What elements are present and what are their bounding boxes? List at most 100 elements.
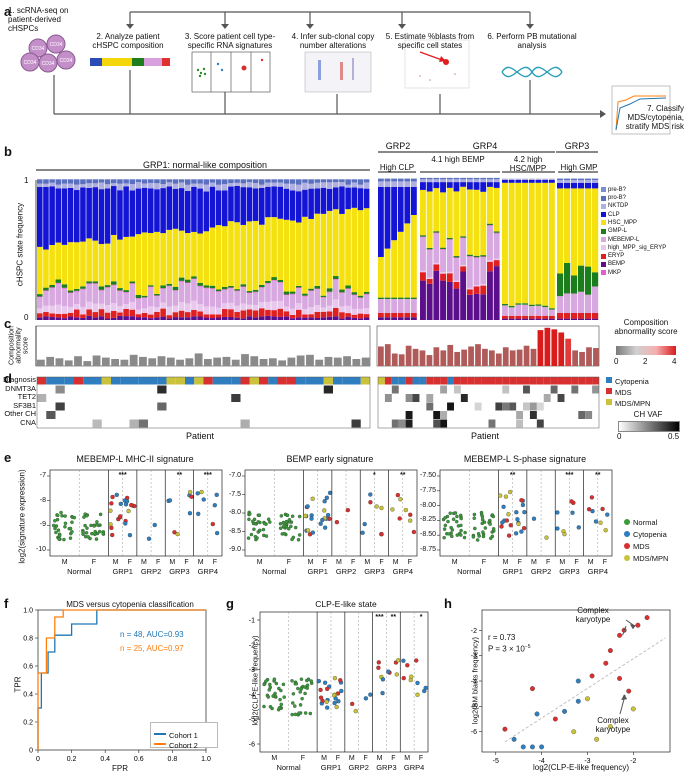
composition-segment	[203, 231, 210, 286]
composition-segment	[548, 308, 555, 310]
diagnosis-cell	[426, 377, 434, 385]
data-point	[443, 515, 447, 520]
data-point	[298, 690, 302, 694]
diagnosis-cell	[166, 377, 176, 385]
legend-line	[154, 732, 166, 735]
data-point	[332, 675, 338, 681]
composition-segment	[502, 315, 508, 319]
composition-segment	[67, 316, 74, 320]
vaf-cell	[405, 419, 413, 428]
composition-segment	[277, 218, 284, 280]
data-point	[195, 491, 200, 496]
significance-stars: **	[595, 472, 601, 479]
panel-f-xlabel: FPR	[112, 764, 128, 773]
workflow-step-4: 4. Infer sub-clonal copy number alterati…	[291, 32, 375, 50]
diagnosis-cell	[557, 377, 565, 385]
composition-segment	[74, 291, 80, 305]
composition-segment	[460, 237, 467, 239]
composition-segment	[129, 281, 136, 284]
composition-segment	[67, 293, 74, 307]
data-point	[279, 514, 284, 518]
data-point	[480, 514, 485, 519]
y-tick: -4	[471, 679, 477, 686]
composition-segment	[98, 309, 105, 317]
composition-segment	[129, 301, 136, 310]
composition-segment	[55, 282, 62, 284]
composition-segment	[433, 233, 440, 263]
composition-segment	[333, 299, 339, 308]
data-point	[589, 495, 595, 500]
composition-segment	[92, 312, 99, 318]
composition-segment	[222, 309, 228, 317]
diagnosis-cell	[543, 377, 551, 385]
composition-segment	[61, 287, 68, 289]
composition-segment	[234, 317, 240, 320]
composition-segment	[215, 225, 222, 290]
composition-segment	[148, 286, 154, 288]
composition-segment	[391, 297, 397, 299]
composition-segment	[302, 314, 308, 318]
data-point	[118, 501, 123, 507]
data-point	[325, 705, 330, 710]
composition-segment	[135, 298, 142, 299]
composition-segment	[351, 295, 358, 309]
composition-segment	[92, 183, 99, 188]
composition-segment	[265, 179, 271, 183]
composition-segment	[433, 182, 440, 189]
composition-segment	[148, 182, 154, 189]
diagnosis-cell	[447, 377, 454, 385]
composition-segment	[508, 305, 515, 308]
legend-item: HSC_MPP	[601, 214, 685, 226]
composition-segment	[339, 186, 345, 214]
composition-segment	[283, 306, 290, 312]
panel-label-g: g	[226, 596, 234, 611]
composition-segment	[49, 186, 55, 246]
data-point	[569, 499, 574, 504]
group-label: GRP3	[559, 567, 580, 576]
composition-segment	[308, 179, 314, 184]
vaf-cell	[502, 402, 510, 411]
data-point	[256, 520, 261, 524]
composition-segment	[43, 316, 49, 320]
ytick: -7.5	[228, 490, 241, 498]
composition-segment	[357, 295, 364, 298]
diagnosis-cell	[516, 377, 524, 385]
data-point	[598, 520, 603, 525]
composition-segment	[357, 297, 364, 299]
composition-segment	[209, 182, 216, 187]
data-point	[626, 688, 632, 694]
composition-segment	[104, 287, 111, 288]
data-point	[607, 724, 613, 730]
data-point	[476, 532, 481, 536]
data-point	[408, 512, 413, 517]
data-point	[455, 533, 460, 537]
data-point	[480, 517, 485, 522]
data-point	[506, 512, 511, 517]
composition-segment	[92, 303, 99, 313]
score-bar	[558, 332, 565, 366]
composition-segment	[460, 179, 467, 183]
composition-segment	[308, 314, 314, 318]
composition-segment	[111, 284, 117, 286]
legend-label: MDS	[633, 542, 650, 551]
composition-segment	[49, 313, 55, 318]
composition-segment	[502, 303, 508, 306]
data-point	[500, 520, 505, 525]
score-bar	[315, 359, 324, 366]
panel-e-title-1: MEBEMP-L MHC-II signature	[76, 454, 194, 464]
sex-label: M	[256, 559, 263, 566]
vaf-cell	[129, 419, 139, 428]
diagnosis-cell	[212, 377, 222, 385]
data-point	[322, 680, 328, 685]
composition-segment	[191, 279, 197, 301]
vaf-cell	[578, 411, 586, 419]
composition-segment	[473, 177, 480, 180]
data-point	[53, 526, 57, 531]
vaf-cell	[447, 402, 454, 411]
composition-segment	[502, 180, 508, 183]
composition-segment	[86, 301, 92, 310]
composition-segment	[259, 287, 265, 303]
composition-segment	[446, 187, 453, 238]
composition-segment	[320, 295, 327, 298]
composition-segment	[265, 283, 271, 302]
